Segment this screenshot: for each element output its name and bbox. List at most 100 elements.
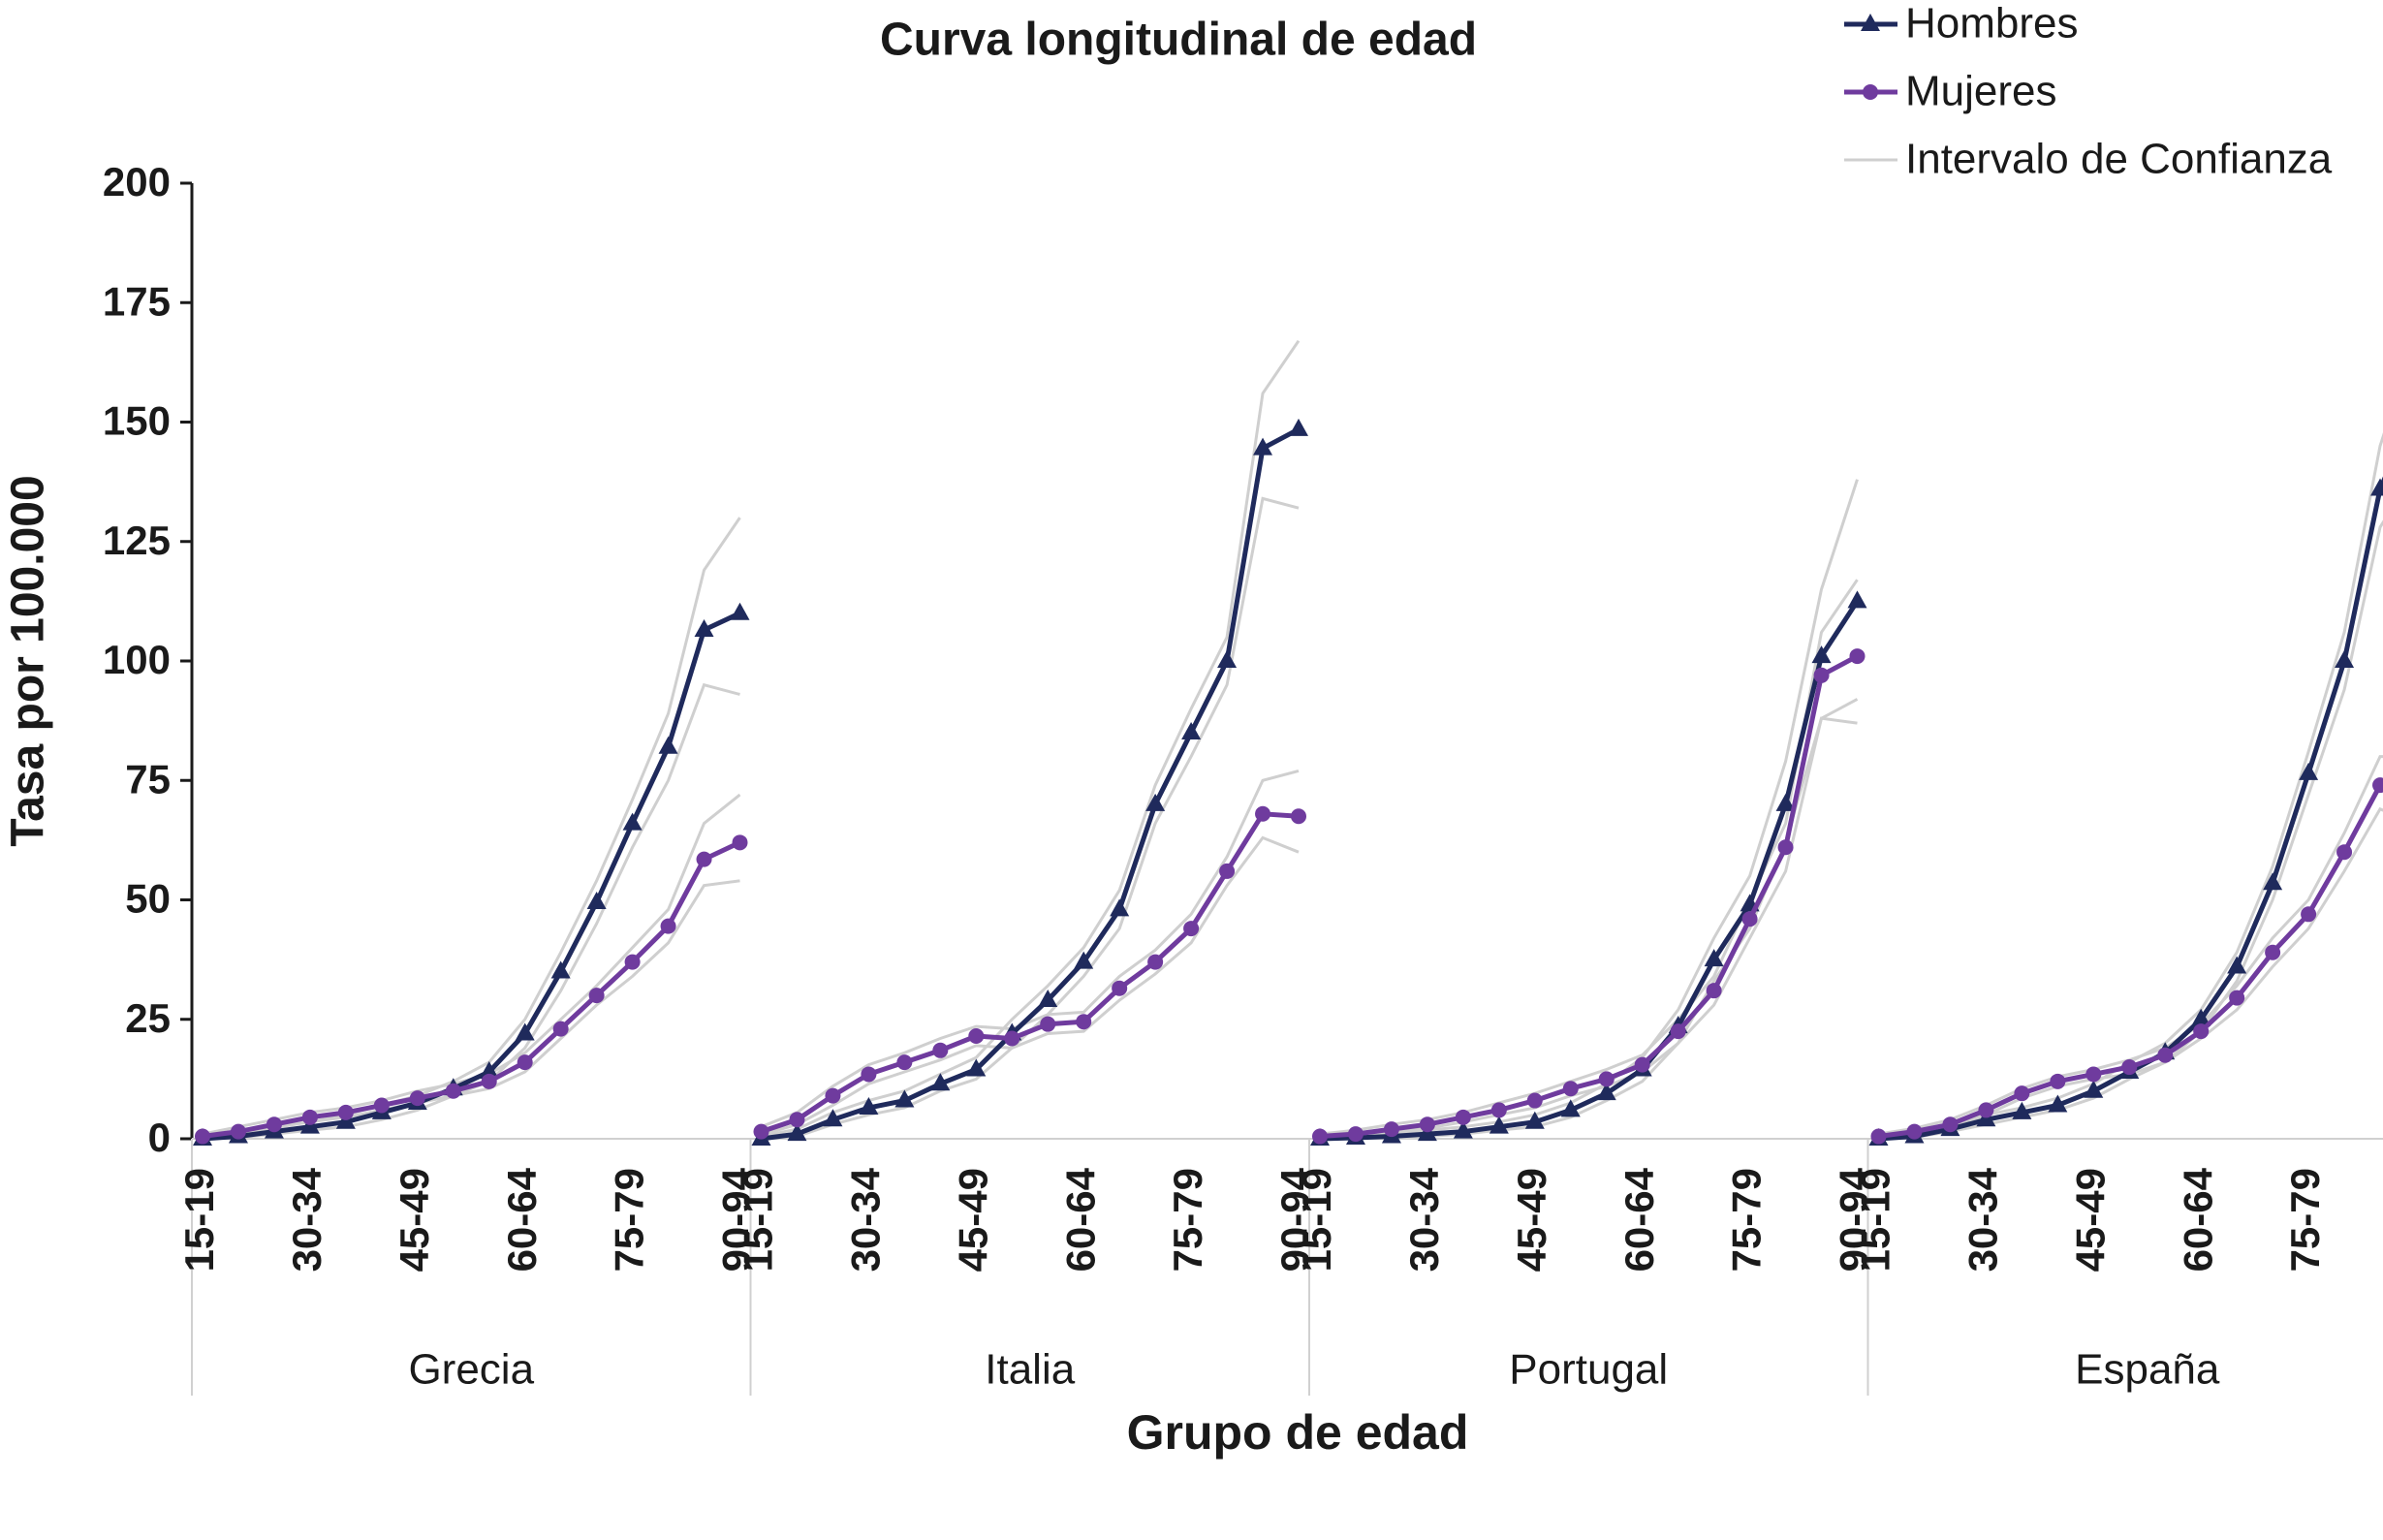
marker-circle: [445, 1083, 461, 1099]
chart-title: Curva longitudinal de edad: [880, 15, 1477, 66]
marker-circle: [932, 1042, 949, 1058]
ci-line: [761, 339, 1301, 1138]
x-tick-label: 90-94: [1272, 1167, 1318, 1272]
marker-circle: [861, 1066, 877, 1083]
marker-triangle: [1560, 1099, 1581, 1117]
marker-circle: [2157, 1047, 2174, 1063]
marker-triangle: [1596, 1083, 1616, 1101]
marker-circle: [1040, 1016, 1056, 1032]
marker-circle: [1906, 1123, 1923, 1140]
marker-circle: [1455, 1109, 1471, 1125]
marker-triangle: [1704, 949, 1724, 967]
x-tick-label: 60-64: [1057, 1167, 1103, 1272]
y-tick-label: 125: [103, 518, 171, 563]
x-tick-label: 75-79: [1165, 1168, 1210, 1272]
series-line: [1319, 653, 1859, 1139]
marker-triangle: [1489, 1116, 1509, 1134]
marker-triangle: [2084, 1080, 2104, 1098]
x-tick-label: 45-49: [950, 1168, 995, 1272]
marker-triangle: [2370, 478, 2383, 496]
marker-triangle: [479, 1060, 499, 1079]
x-tick-label: 30-34: [284, 1167, 329, 1272]
marker-triangle: [1253, 437, 1273, 456]
y-tick-label: 0: [148, 1115, 171, 1160]
marker-circle: [825, 1087, 841, 1104]
marker-triangle: [1524, 1111, 1545, 1129]
x-tick-label: 60-64: [2175, 1167, 2220, 1272]
marker-triangle: [2263, 872, 2283, 891]
marker-triangle: [1074, 951, 1094, 969]
marker-circle: [552, 1021, 569, 1037]
x-tick-label: 90-94: [714, 1167, 760, 1272]
marker-circle: [1183, 921, 1200, 937]
ci-line: [202, 517, 741, 1138]
marker-circle: [517, 1054, 533, 1071]
ci-line: [1878, 806, 2383, 1140]
marker-triangle: [2227, 956, 2247, 974]
ci-line: [1319, 579, 1859, 1136]
marker-circle: [1562, 1081, 1579, 1097]
marker-triangle: [1181, 721, 1202, 739]
series-line: [760, 811, 1300, 1134]
x-tick-label: 90-94: [1832, 1167, 1877, 1272]
marker-circle: [1634, 1056, 1650, 1073]
group-label: España: [2075, 1346, 2220, 1394]
y-tick-label: 25: [125, 995, 171, 1041]
x-tick-label: 45-49: [392, 1168, 437, 1272]
ci-line: [1878, 519, 2383, 1141]
marker-circle: [1670, 1023, 1686, 1040]
marker-triangle: [1847, 590, 1867, 609]
marker-triangle: [787, 1123, 807, 1142]
marker-triangle: [550, 960, 571, 979]
marker-circle: [409, 1090, 425, 1107]
marker-circle: [2193, 1023, 2210, 1040]
marker-circle: [230, 1123, 246, 1140]
marker-circle: [2085, 1066, 2102, 1083]
marker-circle: [789, 1112, 805, 1128]
marker-circle: [301, 1109, 318, 1125]
group-label: Grecia: [408, 1346, 534, 1394]
marker-circle: [624, 954, 641, 970]
marker-circle: [1419, 1116, 1435, 1133]
x-tick-label: 30-34: [1960, 1167, 2005, 1272]
marker-circle: [1598, 1071, 1615, 1087]
y-tick-label: 200: [103, 159, 171, 204]
marker-circle: [2372, 777, 2383, 794]
marker-circle: [1347, 1126, 1364, 1143]
marker-circle: [896, 1054, 913, 1071]
legend-marker: [1863, 84, 1878, 100]
marker-circle: [1813, 667, 1830, 683]
y-tick-label: 150: [103, 398, 171, 444]
marker-circle: [1526, 1092, 1543, 1109]
marker-circle: [1219, 863, 1236, 879]
marker-circle: [753, 1123, 769, 1140]
marker-circle: [588, 988, 605, 1004]
x-tick-label: 15-19: [1853, 1168, 1898, 1272]
marker-circle: [1870, 1128, 1887, 1145]
ci-line: [1878, 755, 2383, 1136]
marker-triangle: [1110, 898, 1130, 917]
marker-triangle: [2299, 762, 2319, 780]
y-axis-title: Tasa por 100.000: [3, 475, 54, 846]
group-label: Portugal: [1509, 1346, 1668, 1394]
legend-label: Hombres: [1905, 0, 2079, 47]
marker-circle: [1490, 1102, 1507, 1118]
legend-label: Intervalo de Confianza: [1905, 136, 2333, 183]
x-axis-title: Grupo de edad: [1127, 1405, 1469, 1460]
marker-triangle: [894, 1089, 915, 1108]
marker-triangle: [1289, 418, 1308, 436]
marker-triangle: [730, 602, 750, 620]
x-tick-label: 30-34: [1401, 1167, 1447, 1272]
y-tick-label: 50: [125, 876, 171, 922]
marker-circle: [1706, 983, 1722, 999]
ci-line: [761, 496, 1300, 1141]
y-tick-label: 100: [103, 637, 171, 682]
marker-triangle: [930, 1073, 951, 1091]
series-line: [1319, 600, 1860, 1142]
series-line: [202, 840, 741, 1139]
series-line: [1878, 782, 2383, 1139]
marker-triangle: [694, 618, 714, 637]
x-tick-label: 15-19: [736, 1168, 781, 1272]
